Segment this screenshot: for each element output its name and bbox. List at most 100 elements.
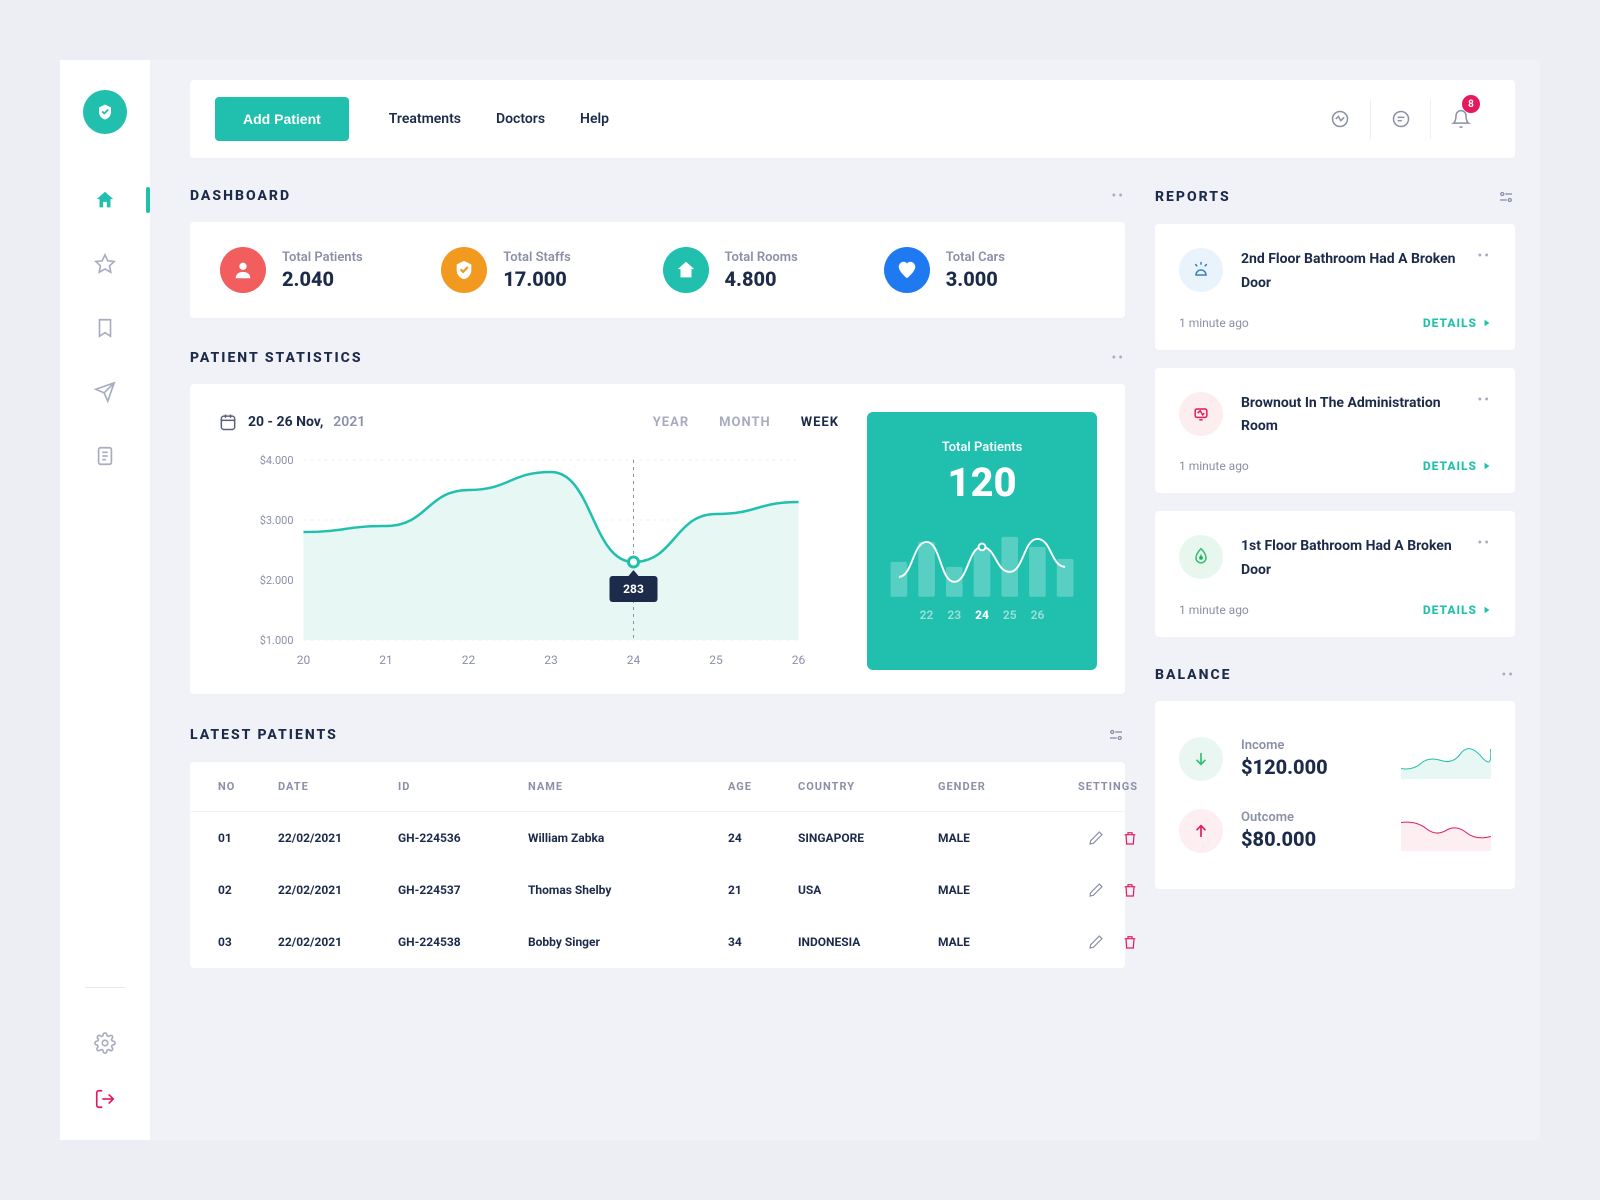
- activity-button[interactable]: [1310, 99, 1370, 139]
- delete-icon[interactable]: [1122, 830, 1138, 846]
- details-link[interactable]: DETAILS: [1423, 316, 1491, 330]
- kpi-icon: [441, 247, 487, 293]
- kpi-text: Total Rooms 4.800: [725, 250, 798, 291]
- table-cell: USA: [798, 883, 938, 897]
- dashboard-menu[interactable]: ••: [1112, 188, 1125, 204]
- chart-head: 20 - 26 Nov, 2021 YEAR MONTH WEEK: [218, 412, 839, 432]
- table-cell: GH-224538: [398, 935, 528, 949]
- report-item-menu[interactable]: ••: [1478, 392, 1491, 408]
- col-name: NAME: [528, 780, 728, 793]
- chevron-right-icon: [1483, 462, 1491, 470]
- report-time: 1 minute ago: [1179, 603, 1249, 617]
- stats-menu[interactable]: ••: [1112, 350, 1125, 366]
- table-cell: William Zabka: [528, 831, 728, 845]
- report-icon: [1179, 535, 1223, 579]
- table-cell: INDONESIA: [798, 935, 938, 949]
- outcome-label: Outcome: [1241, 810, 1316, 825]
- table-cell: 03: [218, 935, 278, 949]
- patients-table: NODATEIDNAMEAGECOUNTRYGENDERSETTINGS 012…: [190, 762, 1125, 968]
- messages-button[interactable]: [1370, 99, 1430, 139]
- logo[interactable]: [83, 90, 127, 134]
- nav-favorites[interactable]: [94, 253, 116, 275]
- mini-day[interactable]: 23: [947, 608, 961, 622]
- delete-icon[interactable]: [1122, 882, 1138, 898]
- kpi-item: Total Rooms 4.800: [663, 247, 874, 293]
- dashboard-title: DASHBOARD: [190, 188, 291, 204]
- mini-day[interactable]: 24: [975, 608, 989, 622]
- kpi-item: Total Patients 2.040: [220, 247, 431, 293]
- edit-icon[interactable]: [1088, 830, 1104, 846]
- report-item-menu[interactable]: ••: [1478, 535, 1491, 551]
- income-label: Income: [1241, 738, 1328, 753]
- balance-head: BALANCE ••: [1155, 667, 1515, 683]
- edit-icon[interactable]: [1088, 934, 1104, 950]
- balance-menu[interactable]: ••: [1502, 667, 1515, 683]
- edit-icon[interactable]: [1088, 882, 1104, 898]
- patients-head: LATEST PATIENTS: [190, 726, 1125, 744]
- filter-icon[interactable]: [1107, 726, 1125, 744]
- reports-filter-icon[interactable]: [1497, 188, 1515, 206]
- col-settings: SETTINGS: [1048, 780, 1138, 793]
- svg-text:25: 25: [709, 653, 723, 667]
- notifications-button[interactable]: 8: [1430, 99, 1490, 139]
- arrow-down-icon: [1193, 751, 1209, 767]
- income-sparkline: [1401, 739, 1491, 779]
- message-icon: [1391, 109, 1411, 129]
- col-left: DASHBOARD •• Total Patients 2.040 Total …: [190, 188, 1125, 968]
- outcome-value: $80.000: [1241, 827, 1316, 851]
- link-treatments[interactable]: Treatments: [389, 111, 461, 127]
- nav-bookmark[interactable]: [94, 317, 116, 339]
- report-top: 1st Floor Bathroom Had A Broken Door ••: [1179, 535, 1491, 583]
- table-cell: 21: [728, 883, 798, 897]
- period-tab-year[interactable]: YEAR: [653, 415, 689, 430]
- kpi-text: Total Staffs 17.000: [503, 250, 571, 291]
- income-icon: [1179, 737, 1223, 781]
- chevron-right-icon: [1483, 319, 1491, 327]
- activity-icon: [1330, 109, 1350, 129]
- nav-settings[interactable]: [94, 1032, 116, 1054]
- table-cell: GH-224537: [398, 883, 528, 897]
- chart-area: 20 - 26 Nov, 2021 YEARMONTHWEEK $4.000$3…: [218, 412, 839, 670]
- date-range-picker[interactable]: 20 - 26 Nov, 2021: [218, 412, 365, 432]
- col-id: ID: [398, 780, 528, 793]
- table-row: 0122/02/2021GH-224536William Zabka24SING…: [190, 812, 1125, 864]
- notification-badge: 8: [1462, 95, 1480, 113]
- svg-text:26: 26: [792, 653, 806, 667]
- kpi-item: Total Staffs 17.000: [441, 247, 652, 293]
- nav-home[interactable]: [94, 189, 116, 211]
- date-year: 2021: [333, 414, 365, 430]
- mini-days: 22 23 24 25 26: [920, 608, 1045, 622]
- link-help[interactable]: Help: [580, 111, 609, 127]
- topbar: Add Patient Treatments Doctors Help 8: [190, 80, 1515, 158]
- details-link[interactable]: DETAILS: [1423, 603, 1491, 617]
- kpi-label: Total Rooms: [725, 250, 798, 265]
- mini-title: Total Patients: [942, 440, 1023, 455]
- report-item-menu[interactable]: ••: [1478, 248, 1491, 264]
- mini-day[interactable]: 26: [1031, 608, 1045, 622]
- outcome-icon: [1179, 809, 1223, 853]
- delete-icon[interactable]: [1122, 934, 1138, 950]
- mini-day[interactable]: 25: [1003, 608, 1017, 622]
- table-row: 0322/02/2021GH-224538Bobby Singer34INDON…: [190, 916, 1125, 968]
- mini-day[interactable]: 22: [920, 608, 934, 622]
- nav-document[interactable]: [94, 445, 116, 467]
- link-doctors[interactable]: Doctors: [496, 111, 545, 127]
- period-tab-month[interactable]: MONTH: [719, 415, 771, 430]
- details-link[interactable]: DETAILS: [1423, 459, 1491, 473]
- balance-title: BALANCE: [1155, 667, 1232, 683]
- report-item: 1st Floor Bathroom Had A Broken Door •• …: [1155, 511, 1515, 637]
- add-patient-button[interactable]: Add Patient: [215, 97, 349, 141]
- nav-logout[interactable]: [94, 1088, 116, 1110]
- report-item: 2nd Floor Bathroom Had A Broken Door •• …: [1155, 224, 1515, 350]
- svg-text:$3.000: $3.000: [260, 514, 294, 527]
- mini-chart: [885, 518, 1079, 598]
- period-tab-week[interactable]: WEEK: [801, 415, 839, 430]
- income-text: Income $120.000: [1241, 738, 1328, 779]
- svg-text:24: 24: [627, 653, 641, 667]
- kpi-icon: [884, 247, 930, 293]
- table-cell: MALE: [938, 935, 1048, 949]
- nav-send[interactable]: [94, 381, 116, 403]
- table-cell: Bobby Singer: [528, 935, 728, 949]
- col-date: DATE: [278, 780, 398, 793]
- top-links: Treatments Doctors Help: [389, 111, 609, 127]
